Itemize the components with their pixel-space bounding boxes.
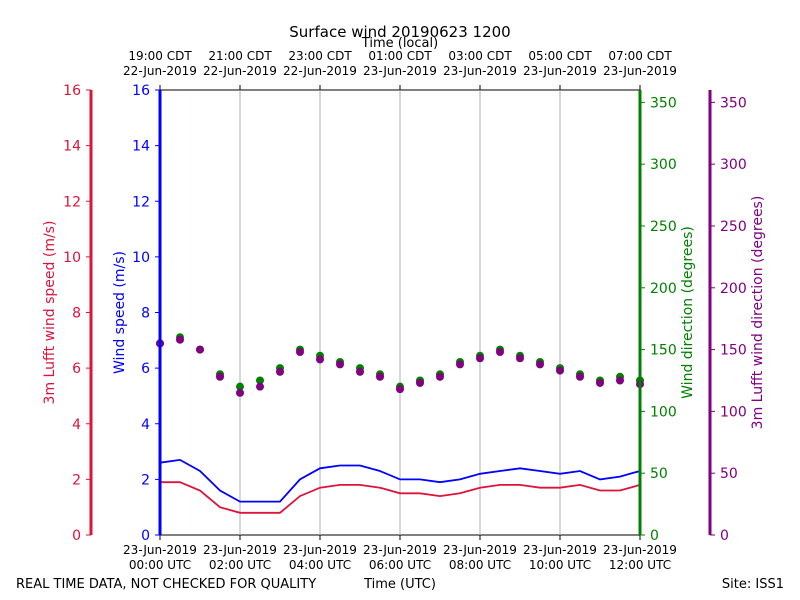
wind-speed-axis-tick-label: 14 bbox=[132, 139, 150, 155]
x-tick-label: 23-Jun-2019 bbox=[603, 543, 677, 557]
lufft-direction-axis-tick-label: 350 bbox=[720, 95, 747, 111]
top-tick-label: 05:00 CDT bbox=[528, 49, 592, 63]
top-tick-label: 22-Jun-2019 bbox=[123, 64, 197, 78]
data-point-3m-lufft-wind-direction bbox=[456, 360, 464, 369]
top-tick-label: 23-Jun-2019 bbox=[363, 64, 437, 78]
lufft-direction-axis-tick-label: 50 bbox=[720, 466, 738, 482]
wind-speed-axis-tick-label: 16 bbox=[132, 83, 150, 99]
data-point-3m-lufft-wind-direction bbox=[476, 354, 484, 363]
x-tick-label: 23-Jun-2019 bbox=[523, 543, 597, 557]
wind-direction-axis-tick-label: 150 bbox=[650, 343, 677, 359]
top-tick-label: 22-Jun-2019 bbox=[203, 64, 277, 78]
top-tick-label: 23-Jun-2019 bbox=[523, 64, 597, 78]
data-point-3m-lufft-wind-direction bbox=[556, 366, 564, 375]
x-tick-label: 10:00 UTC bbox=[529, 558, 591, 572]
data-point-3m-lufft-wind-direction bbox=[436, 372, 444, 381]
wind-speed-axis-tick-label: 6 bbox=[141, 361, 150, 377]
lufft-direction-axis-tick-label: 0 bbox=[720, 528, 729, 544]
data-point-3m-lufft-wind-direction bbox=[616, 376, 624, 385]
lufft-direction-axis-tick-label: 100 bbox=[720, 404, 747, 420]
wind-speed-axis-tick-label: 10 bbox=[132, 250, 150, 266]
top-axis-label: Time (local) bbox=[361, 36, 438, 51]
wind-direction-axis-tick-label: 300 bbox=[650, 157, 677, 173]
x-tick-label: 04:00 UTC bbox=[289, 558, 351, 572]
data-point-3m-lufft-wind-direction bbox=[236, 388, 244, 397]
data-point-3m-lufft-wind-direction bbox=[296, 348, 304, 357]
lufft-direction-axis-label: 3m Lufft wind direction (degrees) bbox=[750, 196, 766, 430]
x-tick-label: 08:00 UTC bbox=[449, 558, 511, 572]
wind-direction-axis-tick-label: 0 bbox=[650, 528, 659, 544]
data-point-3m-lufft-wind-direction bbox=[596, 378, 604, 387]
lufft-speed-axis-tick-label: 2 bbox=[72, 472, 81, 488]
lufft-speed-axis-tick-label: 8 bbox=[72, 306, 81, 322]
data-point-3m-lufft-wind-direction bbox=[576, 372, 584, 381]
x-tick-label: 23-Jun-2019 bbox=[443, 543, 517, 557]
lufft-speed-axis-tick-label: 0 bbox=[72, 528, 81, 544]
x-tick-label: 23-Jun-2019 bbox=[123, 543, 197, 557]
top-tick-label: 23-Jun-2019 bbox=[443, 64, 517, 78]
lufft-speed-axis-label: 3m Lufft wind speed (m/s) bbox=[42, 221, 58, 405]
data-point-3m-lufft-wind-direction bbox=[356, 367, 364, 376]
lufft-direction-axis-tick-label: 150 bbox=[720, 343, 747, 359]
data-point-3m-lufft-wind-direction bbox=[176, 335, 184, 344]
x-tick-label: 23-Jun-2019 bbox=[363, 543, 437, 557]
x-tick-label: 06:00 UTC bbox=[369, 558, 431, 572]
lufft-speed-axis-tick-label: 6 bbox=[72, 361, 81, 377]
wind-speed-axis-tick-label: 12 bbox=[132, 194, 150, 210]
x-tick-label: 02:00 UTC bbox=[209, 558, 271, 572]
data-point-3m-lufft-wind-direction bbox=[516, 354, 524, 363]
x-tick-label: 23-Jun-2019 bbox=[203, 543, 277, 557]
wind-speed-axis-tick-label: 8 bbox=[141, 306, 150, 322]
data-point-3m-lufft-wind-direction bbox=[276, 367, 284, 376]
x-tick-label: 12:00 UTC bbox=[609, 558, 671, 572]
lufft-speed-axis-tick-label: 16 bbox=[63, 83, 81, 99]
data-point-3m-lufft-wind-direction bbox=[416, 378, 424, 387]
site-label: Site: ISS1 bbox=[722, 577, 784, 592]
lufft-speed-axis-tick-label: 10 bbox=[63, 250, 81, 266]
series-line-wind-speed bbox=[159, 458, 641, 503]
wind-direction-axis-tick-label: 200 bbox=[650, 281, 677, 297]
data-point-3m-lufft-wind-direction bbox=[316, 355, 324, 364]
wind-speed-axis-tick-label: 4 bbox=[141, 417, 150, 433]
data-point-3m-lufft-wind-direction bbox=[256, 382, 264, 391]
top-tick-label: 23:00 CDT bbox=[288, 49, 352, 63]
lufft-direction-axis-tick-label: 200 bbox=[720, 281, 747, 297]
lufft-speed-axis-tick-label: 14 bbox=[63, 139, 81, 155]
wind-direction-axis-tick-label: 50 bbox=[650, 466, 668, 482]
lufft-direction-axis-tick-label: 250 bbox=[720, 219, 747, 235]
data-point-wind-direction bbox=[236, 382, 244, 391]
data-point-wind-direction bbox=[256, 376, 264, 385]
data-point-3m-lufft-wind-direction bbox=[396, 385, 404, 394]
x-tick-label: 23-Jun-2019 bbox=[283, 543, 357, 557]
wind-direction-axis-tick-label: 350 bbox=[650, 95, 677, 111]
chart-title: Surface wind 20190623 1200 bbox=[289, 23, 510, 41]
top-tick-label: 07:00 CDT bbox=[608, 49, 672, 63]
wind-speed-axis-tick-label: 0 bbox=[141, 528, 150, 544]
data-point-3m-lufft-wind-direction bbox=[196, 345, 204, 354]
quality-disclaimer: REAL TIME DATA, NOT CHECKED FOR QUALITY bbox=[16, 577, 316, 592]
wind-direction-axis-label: Wind direction (degrees) bbox=[680, 226, 696, 399]
x-tick-label: 00:00 UTC bbox=[129, 558, 191, 572]
top-tick-label: 03:00 CDT bbox=[448, 49, 512, 63]
top-tick-label: 22-Jun-2019 bbox=[283, 64, 357, 78]
wind-direction-axis-tick-label: 100 bbox=[650, 404, 677, 420]
wind-speed-axis-tick-label: 2 bbox=[141, 472, 150, 488]
lufft-direction-axis-tick-label: 300 bbox=[720, 157, 747, 173]
lufft-speed-axis-tick-label: 12 bbox=[63, 194, 81, 210]
top-tick-label: 23-Jun-2019 bbox=[603, 64, 677, 78]
lufft-speed-axis-tick-label: 4 bbox=[72, 417, 81, 433]
top-tick-label: 21:00 CDT bbox=[208, 49, 272, 63]
data-point-3m-lufft-wind-direction bbox=[216, 372, 224, 381]
top-tick-label: 01:00 CDT bbox=[368, 49, 432, 63]
wind-direction-axis-tick-label: 250 bbox=[650, 219, 677, 235]
data-point-3m-lufft-wind-direction bbox=[536, 360, 544, 369]
x-axis-label: Time (UTC) bbox=[363, 577, 436, 592]
data-point-3m-lufft-wind-direction bbox=[336, 360, 344, 369]
data-point-3m-lufft-wind-direction bbox=[376, 372, 384, 381]
wind-speed-axis-label: Wind speed (m/s) bbox=[112, 251, 128, 374]
top-tick-label: 19:00 CDT bbox=[128, 49, 192, 63]
series-line-3m-lufft-wind-speed bbox=[160, 481, 641, 514]
data-point-3m-lufft-wind-direction bbox=[496, 348, 504, 357]
